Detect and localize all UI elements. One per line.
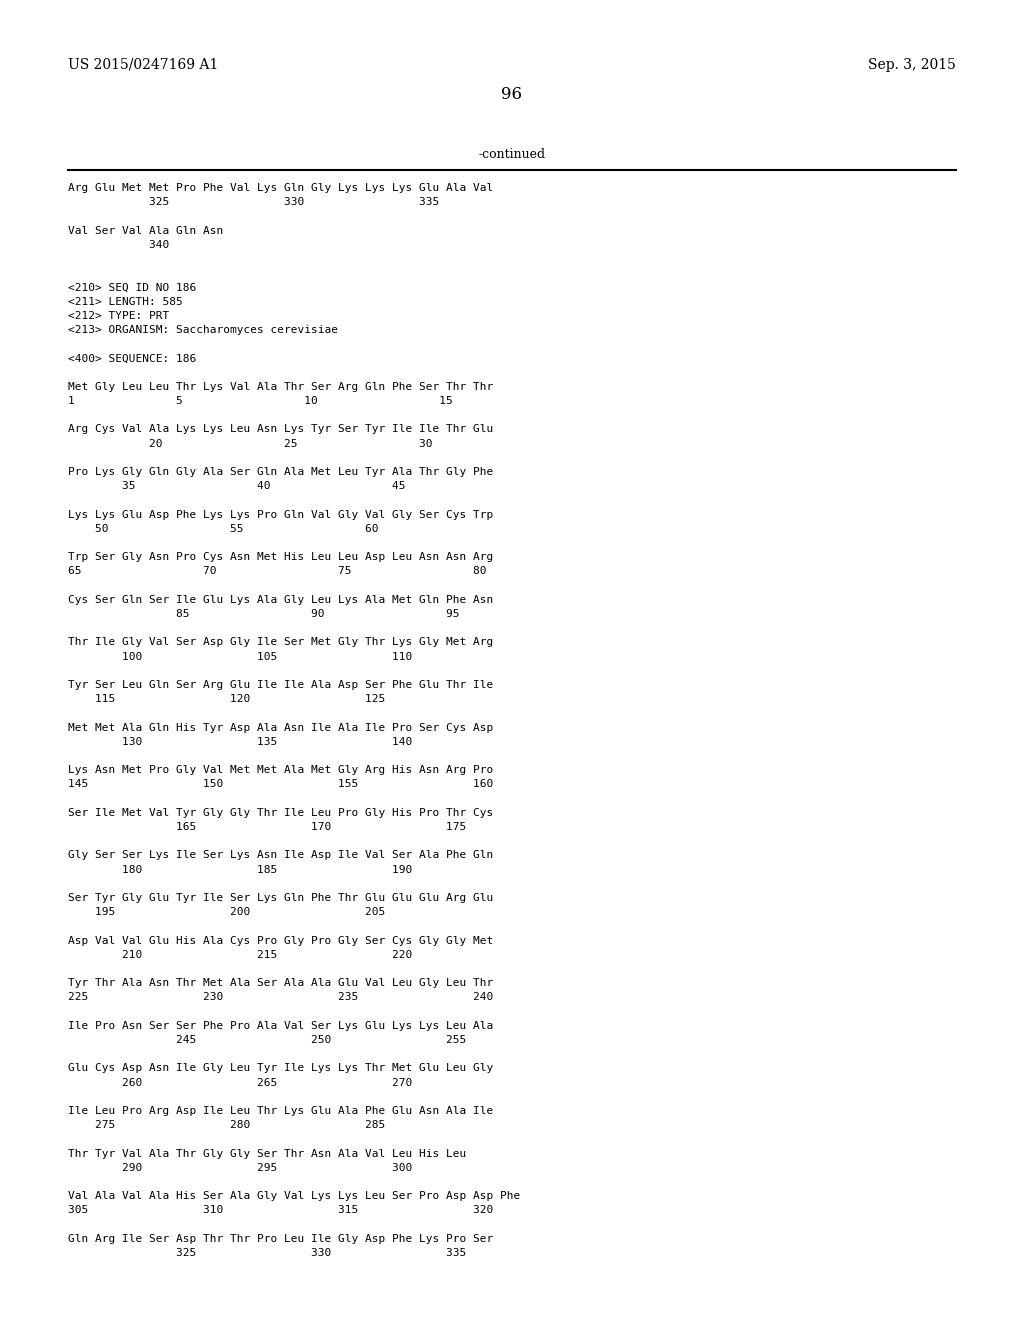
Text: 275                 280                 285: 275 280 285 (68, 1121, 385, 1130)
Text: 65                  70                  75                  80: 65 70 75 80 (68, 566, 486, 577)
Text: <400> SEQUENCE: 186: <400> SEQUENCE: 186 (68, 354, 197, 363)
Text: 340: 340 (68, 240, 169, 249)
Text: Glu Cys Asp Asn Ile Gly Leu Tyr Ile Lys Lys Thr Met Glu Leu Gly: Glu Cys Asp Asn Ile Gly Leu Tyr Ile Lys … (68, 1064, 494, 1073)
Text: Thr Tyr Val Ala Thr Gly Gly Ser Thr Asn Ala Val Leu His Leu: Thr Tyr Val Ala Thr Gly Gly Ser Thr Asn … (68, 1148, 466, 1159)
Text: 115                 120                 125: 115 120 125 (68, 694, 385, 704)
Text: Trp Ser Gly Asn Pro Cys Asn Met His Leu Leu Asp Leu Asn Asn Arg: Trp Ser Gly Asn Pro Cys Asn Met His Leu … (68, 552, 494, 562)
Text: Met Gly Leu Leu Thr Lys Val Ala Thr Ser Arg Gln Phe Ser Thr Thr: Met Gly Leu Leu Thr Lys Val Ala Thr Ser … (68, 381, 494, 392)
Text: Ser Ile Met Val Tyr Gly Gly Thr Ile Leu Pro Gly His Pro Thr Cys: Ser Ile Met Val Tyr Gly Gly Thr Ile Leu … (68, 808, 494, 818)
Text: 96: 96 (502, 86, 522, 103)
Text: <210> SEQ ID NO 186: <210> SEQ ID NO 186 (68, 282, 197, 293)
Text: Sep. 3, 2015: Sep. 3, 2015 (868, 58, 956, 73)
Text: 290                 295                 300: 290 295 300 (68, 1163, 413, 1172)
Text: <213> ORGANISM: Saccharomyces cerevisiae: <213> ORGANISM: Saccharomyces cerevisiae (68, 325, 338, 335)
Text: <211> LENGTH: 585: <211> LENGTH: 585 (68, 297, 182, 306)
Text: Met Met Ala Gln His Tyr Asp Ala Asn Ile Ala Ile Pro Ser Cys Asp: Met Met Ala Gln His Tyr Asp Ala Asn Ile … (68, 722, 494, 733)
Text: Lys Lys Glu Asp Phe Lys Lys Pro Gln Val Gly Val Gly Ser Cys Trp: Lys Lys Glu Asp Phe Lys Lys Pro Gln Val … (68, 510, 494, 520)
Text: Pro Lys Gly Gln Gly Ala Ser Gln Ala Met Leu Tyr Ala Thr Gly Phe: Pro Lys Gly Gln Gly Ala Ser Gln Ala Met … (68, 467, 494, 477)
Text: 165                 170                 175: 165 170 175 (68, 822, 466, 832)
Text: 35                  40                  45: 35 40 45 (68, 482, 406, 491)
Text: US 2015/0247169 A1: US 2015/0247169 A1 (68, 58, 218, 73)
Text: 130                 135                 140: 130 135 140 (68, 737, 413, 747)
Text: 1               5                  10                  15: 1 5 10 15 (68, 396, 453, 407)
Text: 180                 185                 190: 180 185 190 (68, 865, 413, 875)
Text: 260                 265                 270: 260 265 270 (68, 1077, 413, 1088)
Text: Ile Leu Pro Arg Asp Ile Leu Thr Lys Glu Ala Phe Glu Asn Ala Ile: Ile Leu Pro Arg Asp Ile Leu Thr Lys Glu … (68, 1106, 494, 1115)
Text: 325                 330                 335: 325 330 335 (68, 197, 439, 207)
Text: Thr Ile Gly Val Ser Asp Gly Ile Ser Met Gly Thr Lys Gly Met Arg: Thr Ile Gly Val Ser Asp Gly Ile Ser Met … (68, 638, 494, 647)
Text: Tyr Ser Leu Gln Ser Arg Glu Ile Ile Ala Asp Ser Phe Glu Thr Ile: Tyr Ser Leu Gln Ser Arg Glu Ile Ile Ala … (68, 680, 494, 690)
Text: Gln Arg Ile Ser Asp Thr Thr Pro Leu Ile Gly Asp Phe Lys Pro Ser: Gln Arg Ile Ser Asp Thr Thr Pro Leu Ile … (68, 1234, 494, 1243)
Text: Ile Pro Asn Ser Ser Phe Pro Ala Val Ser Lys Glu Lys Lys Leu Ala: Ile Pro Asn Ser Ser Phe Pro Ala Val Ser … (68, 1020, 494, 1031)
Text: Ser Tyr Gly Glu Tyr Ile Ser Lys Gln Phe Thr Glu Glu Glu Arg Glu: Ser Tyr Gly Glu Tyr Ile Ser Lys Gln Phe … (68, 894, 494, 903)
Text: Tyr Thr Ala Asn Thr Met Ala Ser Ala Ala Glu Val Leu Gly Leu Thr: Tyr Thr Ala Asn Thr Met Ala Ser Ala Ala … (68, 978, 494, 989)
Text: Asp Val Val Glu His Ala Cys Pro Gly Pro Gly Ser Cys Gly Gly Met: Asp Val Val Glu His Ala Cys Pro Gly Pro … (68, 936, 494, 945)
Text: 305                 310                 315                 320: 305 310 315 320 (68, 1205, 494, 1216)
Text: 325                 330                 335: 325 330 335 (68, 1247, 466, 1258)
Text: 210                 215                 220: 210 215 220 (68, 950, 413, 960)
Text: Arg Glu Met Met Pro Phe Val Lys Gln Gly Lys Lys Lys Glu Ala Val: Arg Glu Met Met Pro Phe Val Lys Gln Gly … (68, 183, 494, 193)
Text: 145                 150                 155                 160: 145 150 155 160 (68, 779, 494, 789)
Text: Val Ala Val Ala His Ser Ala Gly Val Lys Lys Leu Ser Pro Asp Asp Phe: Val Ala Val Ala His Ser Ala Gly Val Lys … (68, 1191, 520, 1201)
Text: 195                 200                 205: 195 200 205 (68, 907, 385, 917)
Text: <212> TYPE: PRT: <212> TYPE: PRT (68, 310, 169, 321)
Text: 100                 105                 110: 100 105 110 (68, 652, 413, 661)
Text: 245                 250                 255: 245 250 255 (68, 1035, 466, 1045)
Text: Lys Asn Met Pro Gly Val Met Met Ala Met Gly Arg His Asn Arg Pro: Lys Asn Met Pro Gly Val Met Met Ala Met … (68, 766, 494, 775)
Text: Val Ser Val Ala Gln Asn: Val Ser Val Ala Gln Asn (68, 226, 223, 235)
Text: 50                  55                  60: 50 55 60 (68, 524, 379, 533)
Text: -continued: -continued (478, 148, 546, 161)
Text: Arg Cys Val Ala Lys Lys Leu Asn Lys Tyr Ser Tyr Ile Ile Thr Glu: Arg Cys Val Ala Lys Lys Leu Asn Lys Tyr … (68, 425, 494, 434)
Text: 85                  90                  95: 85 90 95 (68, 609, 460, 619)
Text: Gly Ser Ser Lys Ile Ser Lys Asn Ile Asp Ile Val Ser Ala Phe Gln: Gly Ser Ser Lys Ile Ser Lys Asn Ile Asp … (68, 850, 494, 861)
Text: 20                  25                  30: 20 25 30 (68, 438, 432, 449)
Text: 225                 230                 235                 240: 225 230 235 240 (68, 993, 494, 1002)
Text: Cys Ser Gln Ser Ile Glu Lys Ala Gly Leu Lys Ala Met Gln Phe Asn: Cys Ser Gln Ser Ile Glu Lys Ala Gly Leu … (68, 595, 494, 605)
